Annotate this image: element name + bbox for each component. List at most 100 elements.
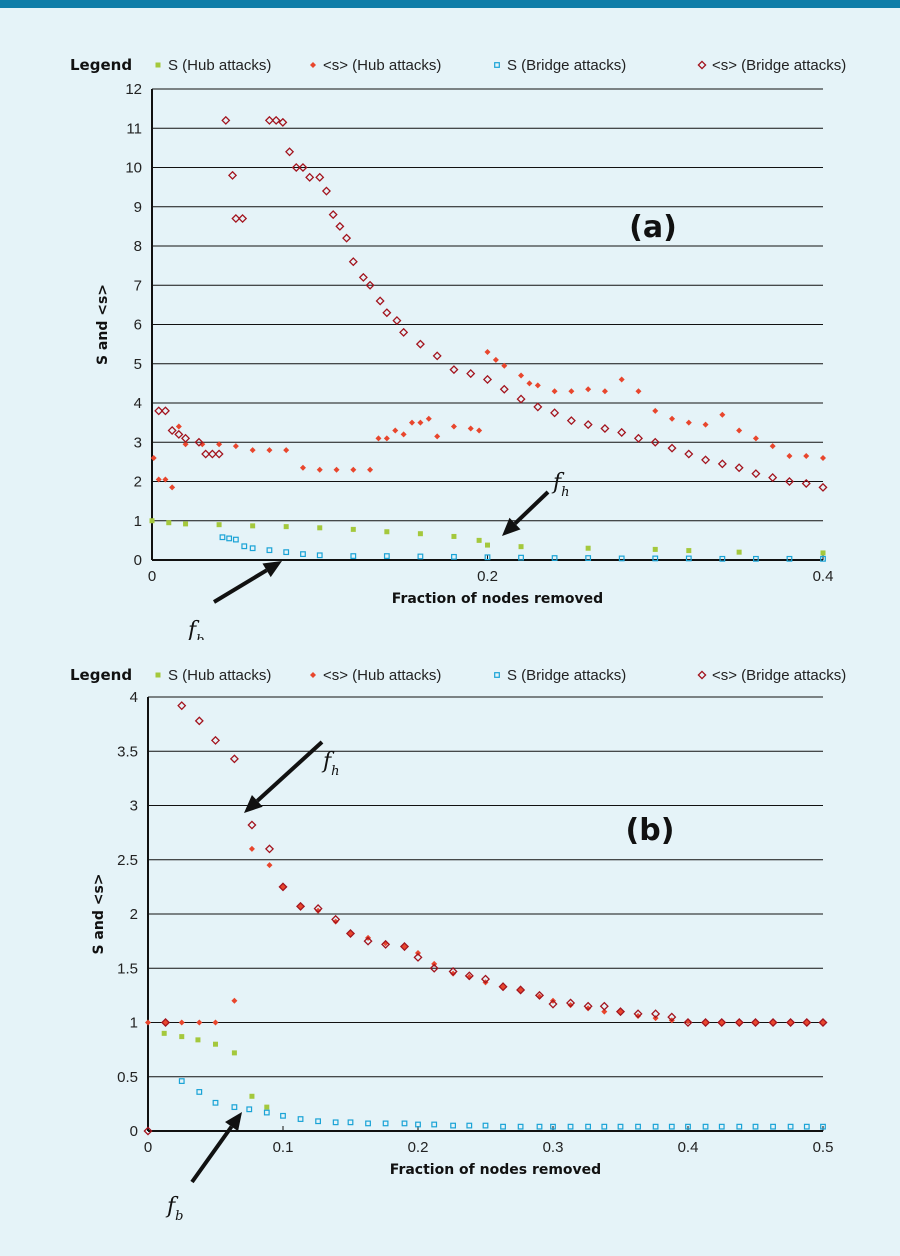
data-point-series-4 xyxy=(600,423,610,434)
data-point-series-3 xyxy=(685,555,692,562)
data-point-series-2 xyxy=(409,419,416,426)
x-tick-label: 0 xyxy=(144,1139,152,1156)
y-tick-label: 7 xyxy=(134,277,142,294)
data-point-series-2 xyxy=(283,447,290,454)
data-point-series-4 xyxy=(750,1017,761,1028)
data-point-series-3 xyxy=(786,555,793,562)
data-point-series-3 xyxy=(551,555,558,561)
data-point-series-3 xyxy=(246,1106,253,1113)
data-point-series-2 xyxy=(618,376,625,383)
data-point-series-4 xyxy=(399,327,409,337)
data-point-series-2 xyxy=(450,970,457,977)
data-point-series-3 xyxy=(297,1116,304,1122)
x-tick-label: 0.5 xyxy=(813,1139,834,1156)
y-tick-label: 9 xyxy=(134,199,142,216)
data-point-series-4 xyxy=(264,844,275,854)
data-point-series-2 xyxy=(585,1005,592,1012)
y-tick-label: 5 xyxy=(134,356,142,373)
data-point-series-4 xyxy=(399,942,410,952)
x-tick-label: 0.4 xyxy=(813,568,834,585)
data-point-series-2 xyxy=(635,388,642,395)
data-point-series-4 xyxy=(363,936,373,946)
data-point-series-3 xyxy=(226,535,233,542)
data-point-series-3 xyxy=(752,555,759,562)
data-point-series-1 xyxy=(451,533,457,539)
legend-marker-4 xyxy=(697,670,707,680)
data-point-series-4 xyxy=(328,210,338,220)
top-accent-bar xyxy=(0,0,900,8)
data-point-series-4 xyxy=(221,115,231,125)
legend-marker-4 xyxy=(697,60,707,70)
data-point-series-4 xyxy=(247,820,257,830)
data-point-series-1 xyxy=(317,525,323,531)
data-point-series-4 xyxy=(335,221,345,231)
data-point-series-3 xyxy=(702,1123,709,1130)
data-point-series-2 xyxy=(476,427,483,434)
data-point-series-4 xyxy=(381,939,391,949)
data-point-series-4 xyxy=(583,420,593,430)
data-point-series-2 xyxy=(316,466,323,473)
data-point-series-4 xyxy=(751,469,761,479)
data-point-series-4 xyxy=(285,147,295,157)
data-point-series-4 xyxy=(768,473,778,483)
legend-marker-2 xyxy=(310,62,316,68)
y-tick-label: 1 xyxy=(130,1015,138,1032)
data-point-series-3 xyxy=(450,1122,456,1129)
data-point-series-2 xyxy=(150,454,157,461)
annotation-fh-subscript: h xyxy=(561,485,569,500)
data-point-series-2 xyxy=(249,447,256,454)
annotation-fh: fh xyxy=(321,749,340,779)
y-tick-label: 1.5 xyxy=(117,960,138,977)
chart-a: Legend S (Hub attacks) <s> (Hub attacks) S … xyxy=(70,56,846,640)
x-tick-label: 0.3 xyxy=(543,1139,564,1156)
data-point-series-4 xyxy=(548,999,558,1009)
data-point-series-2 xyxy=(266,862,273,869)
y-tick-label: 2 xyxy=(130,906,138,923)
data-point-series-2 xyxy=(375,435,382,442)
data-point-series-4 xyxy=(305,172,315,182)
data-point-series-3 xyxy=(482,1122,489,1129)
data-point-series-2 xyxy=(350,466,357,473)
data-point-series-2 xyxy=(736,427,743,434)
data-point-series-4 xyxy=(167,425,177,435)
data-point-series-4 xyxy=(615,1007,626,1017)
data-point-series-4 xyxy=(160,406,170,416)
data-point-series-3 xyxy=(484,554,491,561)
y-tick-label: 0 xyxy=(130,1123,138,1140)
data-point-series-4 xyxy=(291,162,301,173)
data-point-series-3 xyxy=(466,1122,473,1129)
data-point-series-2 xyxy=(367,466,374,473)
x-axis-label: Fraction of nodes removed xyxy=(392,591,603,607)
data-point-series-4 xyxy=(701,455,711,465)
data-point-series-2 xyxy=(232,443,239,450)
data-point-series-4 xyxy=(228,170,238,180)
data-point-series-4 xyxy=(480,974,491,984)
annotation-fh-subscript: h xyxy=(331,764,339,779)
legend-item-3: S (Bridge attacks) xyxy=(507,57,626,74)
data-point-series-3 xyxy=(803,1123,810,1130)
data-point-series-3 xyxy=(347,1119,354,1126)
x-axis-label: Fraction of nodes removed xyxy=(390,1162,601,1178)
y-tick-label: 12 xyxy=(125,81,142,98)
data-point-series-2 xyxy=(434,433,441,440)
x-tick-label: 0.4 xyxy=(678,1139,699,1156)
data-point-series-4 xyxy=(734,1017,744,1028)
legend-marker-3 xyxy=(494,62,500,68)
data-point-series-4 xyxy=(413,952,423,962)
data-point-series-1 xyxy=(166,520,172,526)
data-point-series-4 xyxy=(238,214,248,224)
data-point-series-2 xyxy=(518,372,525,379)
y-tick-label: 4 xyxy=(134,395,142,412)
y-tick-label: 3.5 xyxy=(117,743,138,760)
y-tick-label: 0.5 xyxy=(117,1069,138,1086)
data-point-series-2 xyxy=(196,1019,203,1026)
data-point-series-1 xyxy=(384,529,390,535)
data-point-series-4 xyxy=(818,1017,828,1028)
data-point-series-4 xyxy=(449,365,459,375)
data-point-series-4 xyxy=(533,402,543,412)
data-point-series-3 xyxy=(382,1120,389,1127)
data-point-series-4 xyxy=(313,904,323,914)
data-point-series-3 xyxy=(736,1123,743,1130)
data-point-series-2 xyxy=(332,918,339,925)
y-tick-label: 1 xyxy=(134,513,142,530)
